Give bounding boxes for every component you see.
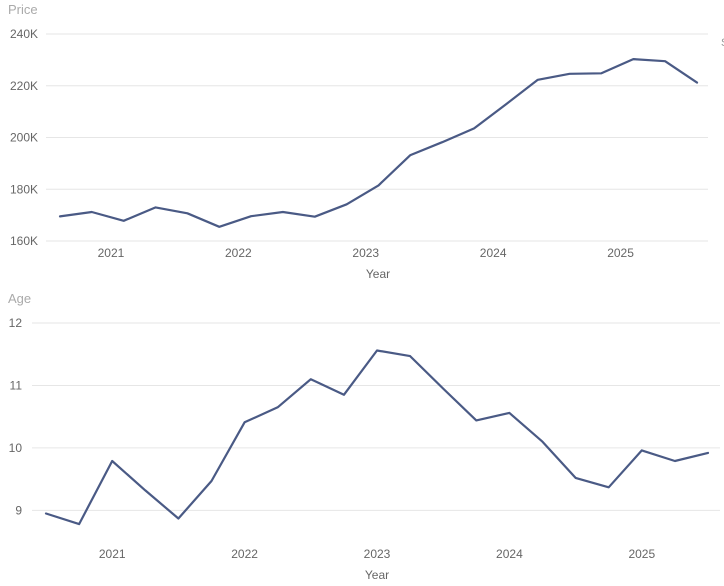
x-tick-label: 2024: [496, 547, 523, 561]
y-tick-label: 160K: [10, 234, 38, 248]
age-axis-title: Age: [8, 291, 31, 306]
x-tick-label: 2024: [480, 246, 507, 260]
price-x-axis-title: Year: [366, 267, 390, 281]
x-tick-label: 2025: [628, 547, 655, 561]
y-tick-label: 180K: [10, 182, 38, 196]
x-tick-label: 2023: [352, 246, 379, 260]
age-x-axis-title: Year: [365, 568, 389, 582]
y-tick-label: 11: [10, 378, 23, 392]
age-chart: Age 9 10 11 12 2021 2022 2023 2024 2025 Year: [8, 291, 720, 582]
y-tick-label: 220K: [10, 79, 38, 93]
y-tick-label: 12: [9, 316, 23, 330]
y-tick-label: 200K: [10, 131, 38, 145]
x-tick-label: 2021: [99, 547, 126, 561]
price-edge-mark: S: [721, 37, 724, 49]
price-chart: Price 160K 180K 200K 220K 240K 2021 2022 2023 2…: [8, 2, 724, 281]
x-tick-label: 2021: [98, 246, 125, 260]
price-axis-title: Price: [8, 2, 38, 17]
y-tick-label: 240K: [10, 27, 38, 41]
x-tick-label: 2025: [607, 246, 634, 260]
y-tick-label: 10: [9, 441, 23, 455]
x-tick-label: 2023: [364, 547, 391, 561]
x-tick-label: 2022: [225, 246, 252, 260]
age-series-line: [44, 349, 710, 526]
x-tick-label: 2022: [231, 547, 258, 561]
y-tick-label: 9: [15, 503, 22, 517]
price-series-line: [58, 58, 699, 228]
